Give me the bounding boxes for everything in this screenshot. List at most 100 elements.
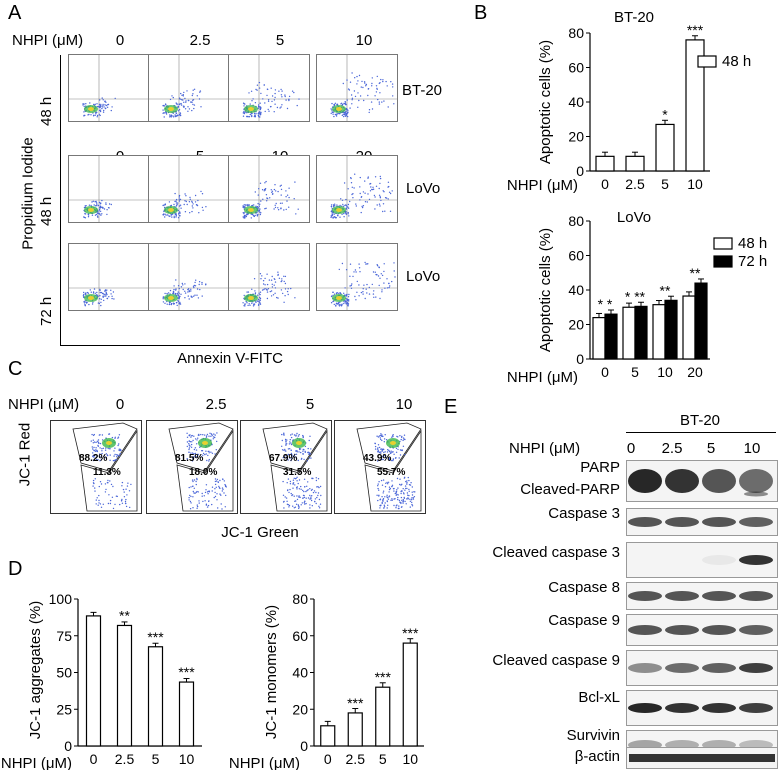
x-axis-label: NHPI (μM) (229, 755, 300, 770)
blot-strip (626, 460, 778, 502)
blot-label: Cleaved-PARP (520, 481, 620, 498)
y-tick-label: 20 (292, 701, 308, 717)
dose-label: 5 (305, 396, 315, 413)
x-tick-label: 0 (324, 751, 332, 767)
y-tick-label: 40 (568, 94, 584, 110)
blot-label: Cleaved caspase 9 (492, 652, 620, 669)
x-tick-label: 20 (687, 364, 703, 380)
blot-label: Cleaved caspase 3 (492, 544, 620, 561)
cell-line-label-e: BT-20 (679, 412, 721, 429)
nhpi-label-e: NHPI (μM) (509, 440, 581, 457)
blot-label: Caspase 8 (548, 579, 620, 596)
x-tick-label: 0 (601, 176, 609, 192)
dose-label: 0 (115, 396, 125, 413)
bar (116, 624, 133, 747)
x-tick-label: 5 (152, 751, 160, 767)
legend-label: 48 h (722, 53, 751, 70)
panel-letter-b: B (474, 2, 488, 24)
significance-label: *** (375, 669, 392, 685)
jc1-plot: 43.9% 55.7% (334, 420, 426, 514)
significance-label: *** (687, 22, 704, 38)
bar (694, 282, 708, 360)
significance-label: *** (347, 695, 364, 711)
y-axis-label: JC-1 aggregates (%) (27, 601, 44, 739)
bar (592, 317, 606, 360)
x-tick-label: 5 (661, 176, 669, 192)
x-tick-label: 0 (601, 364, 609, 380)
y-tick-label: 0 (300, 738, 308, 754)
y-tick-label: 40 (292, 665, 308, 681)
y-tick-label: 50 (56, 665, 72, 681)
dose-label: 0 (115, 32, 125, 49)
legend-label: 48 h (738, 235, 767, 252)
flow-plot (228, 155, 310, 223)
y-tick-label: 0 (576, 351, 584, 367)
x-axis-label-c: JC-1 Green (221, 524, 299, 541)
blot-strip (626, 508, 778, 536)
jc1-plot: 81.5% 18.0% (146, 420, 238, 514)
blot-label: Caspase 9 (548, 612, 620, 629)
panel-letter-e: E (444, 396, 458, 418)
jc1-upper-pct: 88.2% (79, 453, 108, 464)
nhpi-label-a: NHPI (μM) (12, 32, 84, 49)
x-tick-label: 5 (379, 751, 387, 767)
blot-label: Caspase 3 (548, 505, 620, 522)
y-axis-label: Apoptotic cells (%) (537, 40, 554, 164)
x-axis-label: NHPI (μM) (507, 177, 578, 194)
y-tick-label: 60 (568, 60, 584, 76)
blot-strip (626, 614, 778, 646)
dose-label: 10 (355, 32, 373, 49)
x-axis-label: NHPI (μM) (1, 755, 72, 770)
legend-swatch (713, 237, 733, 250)
y-axis-label: Apoptotic cells (%) (537, 228, 554, 352)
flow-plot (316, 155, 398, 223)
bar (604, 313, 618, 360)
x-tick-label: 2.5 (115, 751, 135, 767)
bar (682, 295, 696, 360)
jc1-lower-pct: 18.0% (189, 467, 218, 478)
dose-label: 5 (275, 32, 285, 49)
y-tick-label: 75 (56, 628, 72, 644)
x-tick-label: 5 (631, 364, 639, 380)
jc1-upper-pct: 43.9% (363, 453, 392, 464)
bar (147, 646, 164, 747)
legend-swatch (713, 255, 733, 268)
significance-label: * ** (625, 288, 646, 304)
y-tick-label: 0 (576, 163, 584, 179)
y-tick-label: 80 (292, 591, 308, 607)
significance-label: *** (178, 664, 195, 680)
bar (320, 725, 336, 747)
significance-label: * * (598, 296, 613, 312)
panel-letter-c: C (8, 358, 23, 380)
blot-label: Survivin (566, 727, 620, 744)
flow-plot (68, 54, 150, 122)
bar (634, 305, 648, 360)
jc1-lower-pct: 55.7% (377, 467, 406, 478)
flow-plot (68, 243, 150, 311)
panel-a-axis (60, 345, 400, 346)
significance-label: *** (402, 625, 419, 641)
jc1-upper-pct: 67.9% (269, 453, 298, 464)
jc1-upper-pct: 81.5% (175, 453, 204, 464)
y-axis-label: JC-1 monomers (%) (263, 605, 280, 739)
panel-b-charts: 0 20 40 60 80 0 2.5 5 * 10 *** BT-20 NHPI (μM) Apopto… (507, 9, 767, 386)
bar (347, 712, 363, 747)
bar (625, 155, 645, 172)
jc1-plot: 67.9% 31.5% (240, 420, 332, 514)
chart-title: LoVo (617, 209, 651, 226)
bar (595, 155, 615, 172)
x-tick-label: 2.5 (346, 751, 366, 767)
y-tick-label: 0 (64, 738, 72, 754)
flow-plot (316, 54, 398, 122)
jc1-plot: 88.2% 11.3% (50, 420, 142, 514)
significance-label: * (662, 106, 668, 122)
panel-letter-d: D (8, 558, 23, 580)
panel-a-axis (60, 55, 61, 345)
y-tick-label: 60 (292, 628, 308, 644)
flow-plot (68, 155, 150, 223)
dose-label: 2.5 (661, 440, 683, 457)
blot-strip (626, 747, 778, 769)
y-tick-label: 25 (56, 701, 72, 717)
panel-letter-a: A (8, 2, 22, 24)
bar (652, 304, 666, 360)
